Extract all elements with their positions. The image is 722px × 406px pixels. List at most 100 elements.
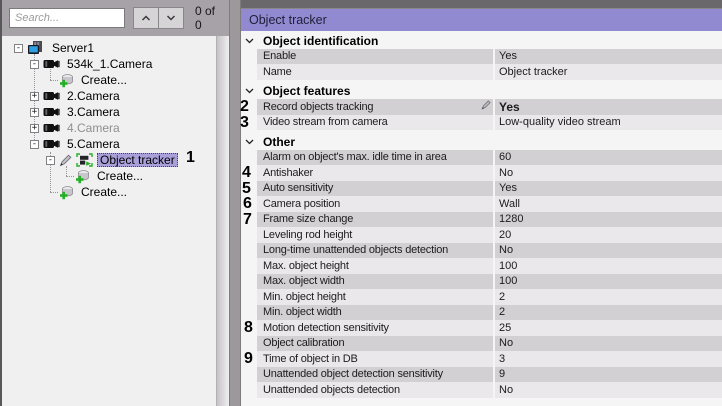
property-row-name[interactable]: Name Object tracker bbox=[241, 64, 722, 80]
properties-panel: Object tracker Object identification Enab… bbox=[241, 0, 722, 406]
chevron-down-icon[interactable] bbox=[241, 38, 257, 44]
column-divider bbox=[493, 289, 495, 305]
tree-item-label: Create... bbox=[81, 185, 128, 199]
column-divider bbox=[493, 351, 495, 367]
row-gutter bbox=[241, 64, 257, 80]
column-divider bbox=[493, 382, 495, 398]
column-divider bbox=[493, 273, 495, 289]
property-value[interactable]: Wall bbox=[495, 196, 722, 212]
expand-icon[interactable]: + bbox=[30, 122, 39, 133]
tree-item-create[interactable]: Create... bbox=[2, 72, 217, 88]
property-row-unattended-object-detection-sensitivity[interactable]: Unattended object detection sensitivity 9 bbox=[241, 366, 722, 382]
property-label: Auto sensitivity bbox=[257, 180, 493, 196]
property-value[interactable]: 9 bbox=[495, 366, 722, 382]
property-value[interactable]: Low-quality video stream bbox=[495, 114, 722, 130]
camera-icon bbox=[43, 90, 60, 102]
collapse-icon[interactable]: - bbox=[30, 138, 39, 149]
tree-scrollbar[interactable] bbox=[216, 36, 229, 406]
tree-item-534k-1-camera[interactable]: - 534k_1.Camera bbox=[2, 56, 217, 72]
search-input[interactable] bbox=[9, 8, 125, 28]
property-row-max-object-width[interactable]: Max. object width 100 bbox=[241, 273, 722, 290]
property-row-long-time-unattended-objects-detection[interactable]: Long-time unattended objects detection No bbox=[241, 242, 722, 258]
pencil-icon bbox=[59, 154, 72, 167]
tree-item-2-camera[interactable]: +2.Camera bbox=[2, 88, 217, 104]
tree-item-object-tracker[interactable]: - Object tracker bbox=[2, 152, 217, 168]
property-row-video-stream-from-camera[interactable]: Video stream from camera Low-quality vide… bbox=[241, 114, 722, 130]
section-header-object-identification[interactable]: Object identification bbox=[241, 33, 722, 49]
property-row-auto-sensitivity[interactable]: Auto sensitivity Yes bbox=[241, 180, 722, 196]
tree-item-5-camera[interactable]: - 5.Camera bbox=[2, 136, 217, 152]
property-label: Min. object height bbox=[257, 289, 493, 305]
tracker-icon bbox=[76, 153, 93, 167]
chevron-down-icon[interactable] bbox=[241, 139, 257, 145]
property-row-antishaker[interactable]: Antishaker No bbox=[241, 165, 722, 181]
property-row-motion-detection-sensitivity[interactable]: Motion detection sensitivity 25 bbox=[241, 320, 722, 336]
column-divider bbox=[493, 48, 495, 64]
property-value[interactable]: 20 bbox=[495, 227, 722, 243]
collapse-icon[interactable]: - bbox=[46, 154, 55, 165]
expand-icon[interactable]: + bbox=[30, 106, 39, 117]
property-value[interactable]: 2 bbox=[495, 304, 722, 320]
property-row-frame-size-change[interactable]: Frame size change 1280 bbox=[241, 211, 722, 227]
row-gutter bbox=[241, 305, 257, 321]
section-header-object-features[interactable]: Object features bbox=[241, 84, 722, 100]
property-value[interactable]: 60 bbox=[495, 149, 722, 165]
row-gutter bbox=[241, 336, 257, 352]
property-label: Long-time unattended objects detection bbox=[257, 242, 493, 258]
property-value[interactable]: 1280 bbox=[495, 211, 722, 227]
chevron-down-icon bbox=[166, 15, 176, 21]
tree-item-create[interactable]: Create... bbox=[2, 168, 217, 184]
section-title: Object identification bbox=[263, 33, 379, 48]
property-row-time-of-object-in-db[interactable]: Time of object in DB 3 bbox=[241, 351, 722, 367]
section-header-other[interactable]: Other bbox=[241, 134, 722, 150]
annotation-number-2: 2 bbox=[240, 98, 249, 115]
tree-item-server1[interactable]: - Server1 bbox=[2, 40, 217, 56]
search-prev-button[interactable] bbox=[133, 7, 159, 29]
collapse-icon[interactable]: - bbox=[30, 58, 39, 69]
tree-item-create[interactable]: Create... bbox=[2, 184, 217, 200]
property-value[interactable]: 25 bbox=[495, 320, 722, 336]
property-value[interactable]: Yes bbox=[495, 180, 722, 196]
row-gutter bbox=[241, 289, 257, 305]
chevron-down-icon[interactable] bbox=[241, 88, 257, 94]
property-value[interactable]: 2 bbox=[495, 289, 722, 305]
property-value[interactable]: No bbox=[495, 165, 722, 181]
row-gutter bbox=[241, 49, 257, 65]
property-value[interactable]: 100 bbox=[495, 258, 722, 274]
row-gutter bbox=[241, 274, 257, 290]
search-next-button[interactable] bbox=[158, 7, 184, 29]
property-row-min-object-width[interactable]: Min. object width 2 bbox=[241, 304, 722, 321]
property-value[interactable]: Yes bbox=[495, 48, 722, 64]
search-nav-buttons bbox=[133, 7, 184, 29]
expand-icon[interactable]: + bbox=[30, 90, 39, 101]
collapse-icon[interactable]: - bbox=[14, 42, 23, 53]
column-divider bbox=[493, 180, 495, 196]
property-value[interactable]: No bbox=[495, 242, 722, 258]
property-row-enable[interactable]: Enable Yes bbox=[241, 48, 722, 65]
panel-splitter[interactable] bbox=[229, 0, 241, 406]
property-value[interactable]: Yes bbox=[495, 99, 722, 115]
property-row-max-object-height[interactable]: Max. object height 100 bbox=[241, 258, 722, 274]
column-divider bbox=[493, 99, 495, 115]
property-row-object-calibration[interactable]: Object calibration No bbox=[241, 335, 722, 352]
property-row-record-objects-tracking[interactable]: Record objects tracking Yes bbox=[241, 99, 722, 115]
property-value[interactable]: Object tracker bbox=[495, 64, 722, 80]
property-row-unattended-objects-detection[interactable]: Unattended objects detection No bbox=[241, 382, 722, 398]
create-icon bbox=[75, 169, 90, 184]
tree-item-3-camera[interactable]: +3.Camera bbox=[2, 104, 217, 120]
property-value[interactable]: 3 bbox=[495, 351, 722, 367]
property-value[interactable]: No bbox=[495, 335, 722, 351]
search-bar: 0 of 0 bbox=[2, 0, 229, 36]
tree-item-4-camera[interactable]: +4.Camera bbox=[2, 120, 217, 136]
camera-icon bbox=[43, 58, 60, 70]
property-row-min-object-height[interactable]: Min. object height 2 bbox=[241, 289, 722, 305]
tree-item-label: Create... bbox=[81, 73, 128, 87]
property-value[interactable]: No bbox=[495, 382, 722, 398]
property-label: Max. object width bbox=[257, 273, 493, 289]
tree-connector-line bbox=[66, 176, 74, 177]
property-value[interactable]: 100 bbox=[495, 273, 722, 289]
property-label: Max. object height bbox=[257, 258, 493, 274]
property-row-leveling-rod-height[interactable]: Leveling rod height 20 bbox=[241, 227, 722, 243]
property-row-camera-position[interactable]: Camera position Wall bbox=[241, 196, 722, 212]
property-row-alarm-on-object-s-max-idle-time-in-area[interactable]: Alarm on object's max. idle time in area… bbox=[241, 149, 722, 165]
